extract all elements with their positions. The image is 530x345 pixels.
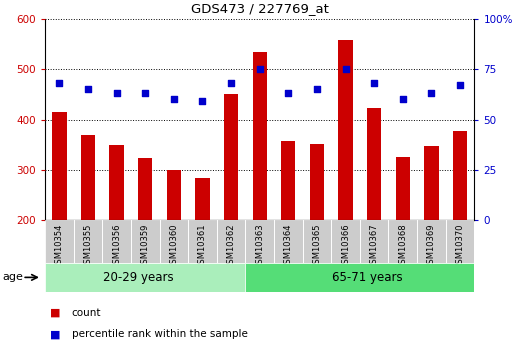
Bar [367, 108, 382, 220]
Text: percentile rank within the sample: percentile rank within the sample [72, 329, 248, 339]
Point [341, 67, 350, 72]
Point [141, 91, 149, 96]
Text: GSM10364: GSM10364 [284, 224, 293, 269]
Text: GSM10356: GSM10356 [112, 224, 121, 269]
Bar [453, 131, 467, 220]
Text: GSM10368: GSM10368 [399, 224, 407, 269]
Point [370, 81, 378, 86]
Text: GSM10363: GSM10363 [255, 224, 264, 269]
Bar [52, 112, 67, 220]
Bar [166, 170, 181, 220]
Point [84, 87, 92, 92]
Text: 20-29 years: 20-29 years [103, 271, 173, 284]
Text: GSM10360: GSM10360 [170, 224, 178, 269]
Point [198, 99, 207, 104]
Bar [195, 178, 210, 220]
Text: GSM10370: GSM10370 [456, 224, 464, 269]
Bar [253, 52, 267, 220]
Bar [339, 40, 353, 220]
Text: GSM10366: GSM10366 [341, 224, 350, 269]
Bar [395, 157, 410, 220]
Point [112, 91, 121, 96]
Point [55, 81, 64, 86]
Text: age: age [3, 273, 23, 282]
Point [313, 87, 321, 92]
Text: GSM10365: GSM10365 [313, 224, 321, 269]
Text: GSM10367: GSM10367 [370, 224, 378, 269]
Text: GDS473 / 227769_at: GDS473 / 227769_at [191, 2, 329, 16]
Bar [245, 263, 474, 292]
Text: GSM10354: GSM10354 [55, 224, 64, 269]
Bar [81, 135, 95, 220]
Bar [45, 263, 245, 292]
Bar [281, 141, 296, 220]
Text: GSM10359: GSM10359 [141, 224, 149, 269]
Point [456, 82, 464, 88]
Text: GSM10361: GSM10361 [198, 224, 207, 269]
Point [399, 97, 407, 102]
Point [227, 81, 235, 86]
Text: GSM10355: GSM10355 [84, 224, 92, 269]
Text: count: count [72, 308, 101, 318]
Bar [310, 144, 324, 220]
Text: ■: ■ [50, 308, 61, 318]
Point [427, 91, 436, 96]
Text: GSM10362: GSM10362 [227, 224, 235, 269]
Point [255, 67, 264, 72]
Text: GSM10369: GSM10369 [427, 224, 436, 269]
Point [284, 91, 293, 96]
Bar [224, 95, 238, 220]
Bar [425, 146, 439, 220]
Bar [138, 158, 153, 220]
Text: 65-71 years: 65-71 years [332, 271, 402, 284]
Bar [110, 145, 124, 220]
Point [170, 97, 178, 102]
Text: ■: ■ [50, 329, 61, 339]
